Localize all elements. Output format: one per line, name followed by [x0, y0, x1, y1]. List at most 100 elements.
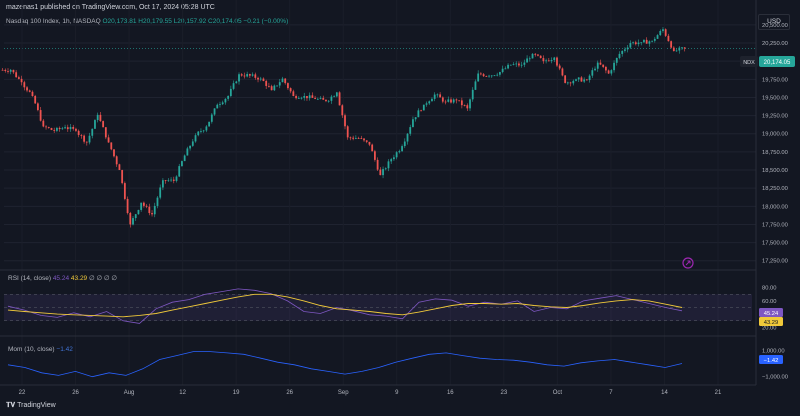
- time-tick-label: 7: [609, 390, 613, 396]
- candle-body: [194, 135, 197, 142]
- candle-body: [474, 81, 477, 90]
- candle-body: [12, 69, 15, 73]
- candle-body: [113, 149, 115, 157]
- candle-body: [162, 180, 164, 188]
- candle-body: [615, 57, 618, 63]
- rsi-tick-label: 80.00: [762, 286, 777, 292]
- candle-body: [566, 82, 569, 84]
- candle-body: [96, 114, 99, 121]
- candle-body: [602, 64, 605, 67]
- candle-body: [344, 115, 346, 127]
- time-tick-label: 9: [395, 390, 399, 396]
- candle-body: [406, 133, 409, 142]
- candle-body: [7, 70, 9, 72]
- candle-body: [251, 74, 254, 76]
- candles: [1, 27, 686, 228]
- candle-body: [273, 85, 276, 91]
- candle-body: [34, 96, 37, 104]
- candle-body: [417, 110, 420, 118]
- mom-tag: −1.42: [764, 358, 779, 364]
- candle-body: [572, 80, 575, 84]
- mom-legend[interactable]: Mom (10, close) −1.42: [8, 346, 73, 353]
- rsi-tick-label: 20.00: [762, 325, 777, 331]
- tradingview-brand-label: TradingView: [17, 402, 56, 409]
- candle-body: [145, 205, 148, 207]
- candle-body: [216, 104, 219, 109]
- price-tick-label: 18,500.00: [762, 168, 788, 174]
- last-price-tag-bg: [759, 56, 795, 67]
- candle-body: [118, 164, 121, 171]
- candle-body: [496, 74, 499, 76]
- candle-body: [577, 77, 580, 80]
- candle-body: [583, 79, 586, 82]
- candle-body: [140, 202, 143, 210]
- candle-body: [1, 69, 4, 71]
- candle-body: [47, 127, 50, 128]
- candle-body: [585, 79, 588, 81]
- candle-body: [384, 168, 387, 170]
- replay-icon[interactable]: [682, 257, 694, 269]
- candle-body: [53, 129, 56, 131]
- candle-body: [314, 97, 317, 99]
- candle-body: [561, 68, 564, 76]
- rsi-legend[interactable]: RSI (14, close) 45.24 43.29 ∅ ∅ ∅ ∅: [8, 274, 117, 282]
- tradingview-logo-icon: 𝐓𝐕: [6, 402, 16, 409]
- rsi-title: RSI (14, close): [8, 275, 51, 282]
- candle-body: [640, 42, 643, 44]
- candle-body: [458, 100, 461, 102]
- candle-body: [189, 145, 191, 149]
- price-tick-label: 19,750.00: [762, 77, 788, 83]
- candle-body: [265, 81, 268, 86]
- candle-body: [85, 141, 88, 143]
- candle-body: [102, 121, 105, 128]
- mom-lines: [7, 351, 683, 378]
- candle-body: [156, 197, 159, 206]
- candle-body: [303, 96, 306, 98]
- candle-body: [300, 97, 303, 99]
- candle-body: [624, 49, 626, 51]
- symbol-name: Nasdaq 100 Index, 1h, NASDAQ: [6, 18, 101, 25]
- tradingview-brand[interactable]: 𝐓𝐕 TradingView: [6, 402, 56, 410]
- replay-icon-arrow: [685, 260, 691, 266]
- candle-body: [221, 102, 224, 105]
- candle-body: [382, 169, 384, 176]
- candle-body: [31, 91, 34, 97]
- candle-body: [262, 78, 265, 82]
- candle-body: [659, 30, 662, 36]
- candle-body: [142, 202, 145, 206]
- symbol-legend[interactable]: Nasdaq 100 Index, 1h, NASDAQ O20,173.81 …: [6, 18, 288, 25]
- candle-body: [564, 75, 567, 83]
- price-tick-label: 18,250.00: [762, 186, 788, 192]
- candle-body: [200, 131, 202, 133]
- candle-body: [137, 209, 140, 215]
- candle-body: [335, 92, 338, 97]
- candle-body: [17, 77, 20, 79]
- candle-body: [110, 142, 113, 150]
- candle-body: [471, 89, 474, 100]
- candle-body: [613, 62, 615, 71]
- candle-body: [596, 62, 599, 69]
- candle-body: [126, 198, 129, 213]
- currency-button[interactable]: USD: [758, 14, 790, 30]
- candle-body: [455, 99, 458, 101]
- time-tick-label: 19: [233, 390, 240, 396]
- candle-body: [545, 60, 548, 62]
- candle-body: [56, 127, 58, 131]
- candle-body: [75, 128, 77, 131]
- candle-body: [547, 60, 550, 62]
- candle-body: [428, 101, 431, 104]
- candle-body: [450, 99, 452, 103]
- candle-body: [191, 141, 194, 146]
- candle-body: [205, 126, 208, 131]
- candle-body: [488, 75, 490, 77]
- candle-body: [36, 103, 39, 111]
- candle-body: [229, 88, 232, 97]
- price-tick-label: 17,750.00: [762, 222, 788, 228]
- candle-body: [431, 98, 433, 102]
- candle-body: [45, 126, 47, 128]
- mom-title: Mom (10, close): [8, 346, 55, 353]
- candle-body: [284, 78, 287, 84]
- candle-body: [153, 205, 156, 215]
- candle-body: [607, 70, 610, 74]
